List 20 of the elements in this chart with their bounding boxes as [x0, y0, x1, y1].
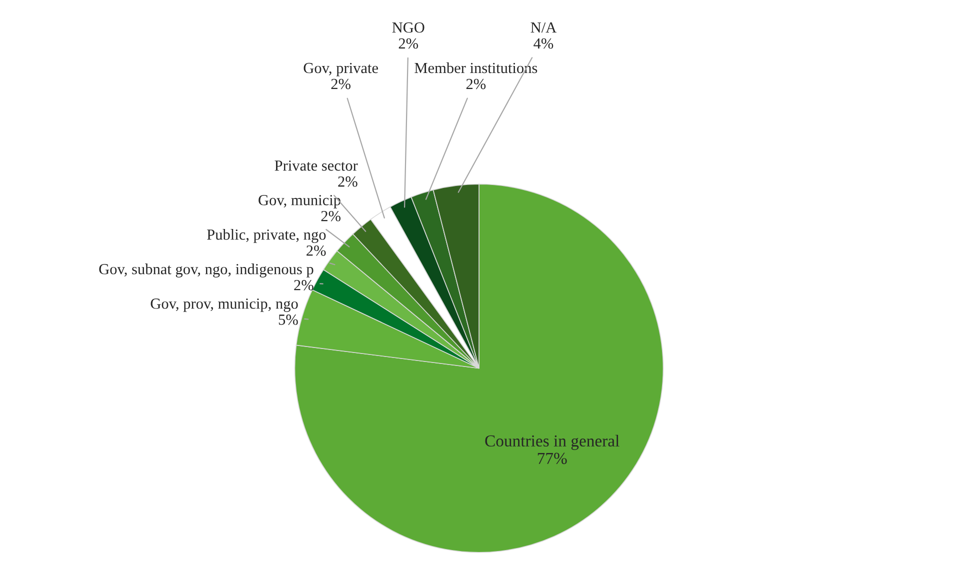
slice-label: Gov, municip	[258, 195, 340, 208]
slice-label: Gov, prov, municip, ngo	[150, 298, 298, 312]
slice-label: Private sector	[274, 160, 358, 171]
slice-label: Public, private, ngo	[207, 229, 326, 243]
slice-label: Gov, private	[304, 62, 378, 76]
slice-label: Countries in general	[485, 434, 620, 450]
slice-label: Member institutions	[414, 62, 538, 74]
data-label: 2%	[466, 78, 486, 90]
data-label: 2%	[338, 176, 358, 187]
slice-label: N/A	[530, 22, 557, 33]
data-label: 2%	[321, 210, 340, 222]
data-label: 2%	[398, 38, 418, 49]
data-label: 77%	[538, 452, 567, 464]
slice-label: Gov, subnat gov, ngo, indigenous p	[99, 264, 314, 278]
slice-label: NGO	[392, 22, 424, 33]
data-label: 2%	[306, 245, 326, 256]
data-label: 4%	[534, 38, 554, 49]
data-label: 2%	[294, 280, 314, 290]
data-label: 5%	[278, 314, 298, 325]
data-label: 2%	[331, 78, 350, 90]
